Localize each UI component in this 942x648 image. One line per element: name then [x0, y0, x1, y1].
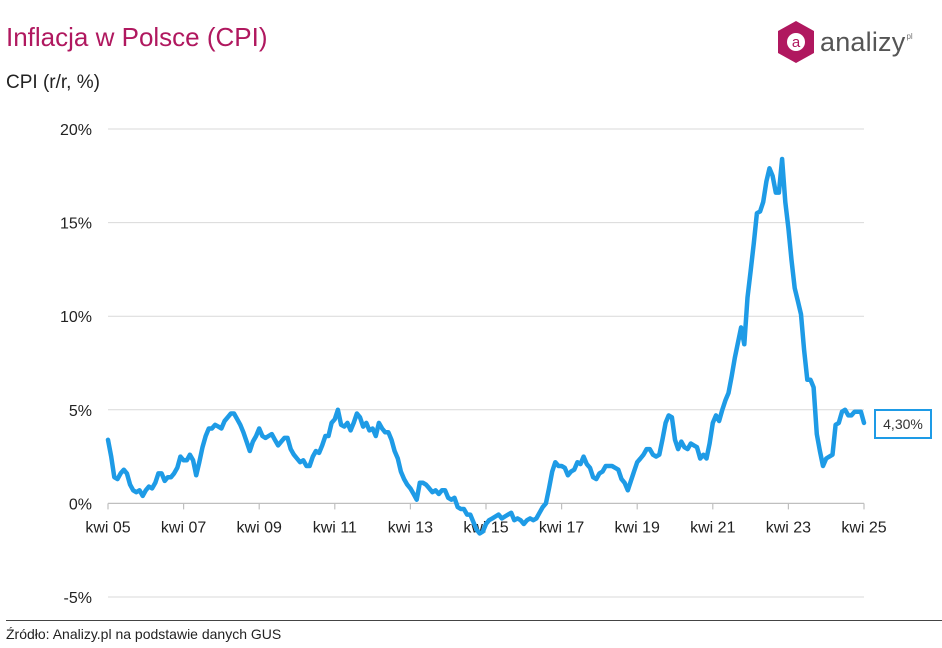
- x-axis: [107, 502, 865, 510]
- x-tick-label: kwi 17: [539, 519, 584, 536]
- x-tick-label: kwi 05: [85, 519, 130, 536]
- cpi-series-line: [105, 156, 867, 536]
- y-tick-label: 15%: [60, 216, 92, 233]
- footer-divider: [6, 620, 942, 621]
- x-tick-label: kwi 09: [237, 519, 282, 536]
- logo-letter: a: [792, 34, 801, 51]
- logo-name: analizy: [820, 26, 906, 57]
- x-tick-label: kwi 21: [690, 519, 735, 536]
- y-tick-label: 5%: [69, 403, 92, 420]
- x-tick-labels: kwi 05 kwi 07 kwi 09 kwi 11 kwi 13 kwi 15 kwi …: [85, 519, 886, 536]
- y-tick-label: -5%: [64, 590, 92, 607]
- y-tick-label: 10%: [60, 309, 92, 326]
- x-tick-label: kwi 23: [766, 519, 811, 536]
- y-axis-label: CPI (r/r, %): [6, 72, 100, 93]
- source-note: Źródło: Analizy.pl na podstawie danych G…: [6, 626, 282, 642]
- hexagon-a-icon: a: [778, 21, 814, 63]
- x-tick-label: kwi 11: [313, 519, 357, 536]
- grid-lines: [108, 128, 864, 598]
- y-tick-label: 20%: [60, 122, 92, 139]
- analizy-logo[interactable]: a analizy pl: [776, 20, 913, 64]
- y-tick-labels: 20% 15% 10% 5% 0% -5%: [60, 122, 92, 607]
- logo-suffix: pl: [906, 31, 913, 41]
- x-tick-label: kwi 13: [388, 519, 433, 536]
- x-tick-label: kwi 19: [615, 519, 660, 536]
- x-tick-label: kwi 07: [161, 519, 206, 536]
- x-tick-label: kwi 25: [841, 519, 886, 536]
- last-value-callout: 4,30%: [874, 409, 932, 439]
- y-tick-label: 0%: [69, 496, 92, 513]
- chart-title: Inflacja w Polsce (CPI): [6, 22, 268, 52]
